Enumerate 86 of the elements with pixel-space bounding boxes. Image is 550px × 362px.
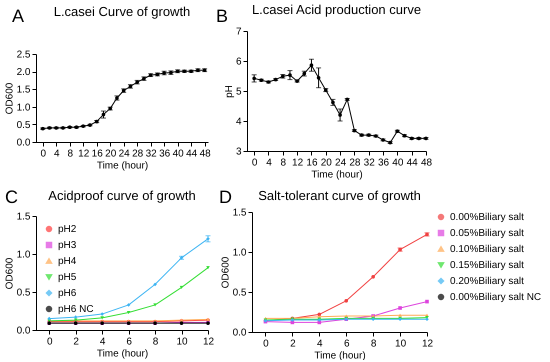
y-axis-title: pH — [224, 85, 235, 98]
x-axis-title: Time (hour) — [311, 170, 363, 180]
legend-label: 0.10%Biliary salt — [450, 244, 524, 255]
x-tick-label: 44 — [406, 158, 418, 168]
legend-label: pH6 NC — [58, 304, 94, 315]
text: A — [12, 6, 24, 26]
legend-label: 0.00%Biliary salt — [450, 212, 524, 223]
x-tick-label: 16 — [306, 158, 318, 168]
x-tick-label: 0 — [263, 338, 270, 350]
x-tick-label: 4 — [317, 338, 324, 350]
y-tick-label: 1.5 — [16, 84, 31, 96]
y-tick-label: 3 — [236, 146, 242, 158]
y-axis-title: OD600 — [220, 256, 232, 288]
x-tick-label: 0 — [40, 148, 46, 160]
x-tick-label: 12 — [292, 158, 304, 168]
legend-label: pH2 — [58, 224, 77, 235]
x-tick-label: 4 — [266, 158, 272, 168]
chart-title: L.casei Curve of growth — [54, 4, 190, 19]
x-tick-label: 20 — [320, 158, 332, 168]
text: C — [5, 187, 18, 207]
x-tick-label: 0 — [46, 336, 53, 348]
x-tick-label: 2 — [290, 338, 296, 350]
y-tick-label: 0.5 — [16, 120, 31, 131]
y-tick-label: 1.0 — [16, 250, 31, 260]
x-tick-label: 36 — [159, 148, 171, 160]
chart-title: Acidproof curve of growth — [48, 188, 196, 203]
x-tick-label: 6 — [126, 336, 132, 348]
x-tick-label: 4 — [54, 148, 60, 160]
x-tick-label: 32 — [146, 148, 158, 160]
y-tick-label: 0.0 — [16, 138, 31, 148]
x-tick-label: 4 — [100, 336, 106, 348]
x-tick-label: 36 — [378, 158, 390, 168]
x-tick-label: 10 — [176, 336, 188, 348]
y-tick-label: 0.5 — [16, 288, 31, 298]
x-tick-label: 12 — [422, 338, 434, 350]
y-tick-label: 1.5 — [232, 208, 247, 218]
x-tick-label: 8 — [370, 338, 377, 350]
x-tick-label: 12 — [202, 336, 214, 348]
y-tick-label: 6 — [236, 56, 242, 68]
legend-label: pH5 — [58, 272, 77, 283]
y-tick-label: 4 — [236, 116, 242, 128]
text: B — [216, 6, 228, 26]
x-tick-label: 8 — [280, 158, 287, 168]
x-tick-label: 48 — [200, 148, 212, 160]
legend-label: 0.00%Biliary salt NC — [450, 292, 542, 303]
x-tick-label: 2 — [73, 336, 80, 348]
x-tick-label: 8 — [152, 336, 159, 348]
x-axis-title: Time (hour) — [96, 348, 148, 360]
y-tick-label: 2.0 — [16, 67, 31, 78]
x-tick-label: 0 — [252, 158, 258, 168]
x-tick-label: 48 — [420, 158, 432, 168]
x-tick-label: 28 — [349, 158, 361, 168]
y-tick-label: 7 — [236, 26, 242, 38]
legend-label: 0.20%Biliary salt — [450, 276, 524, 287]
x-tick-label: 40 — [392, 158, 404, 168]
y-axis-title: OD600 — [4, 257, 16, 290]
y-axis-title: OD600 — [4, 82, 16, 114]
x-tick-label: 20 — [105, 148, 117, 160]
legend-label: 0.05%Biliary salt — [450, 228, 524, 239]
legend-label: pH6 — [58, 288, 77, 299]
y-tick-label: 5 — [236, 86, 242, 98]
x-axis-title: Time (hour) — [96, 160, 148, 172]
x-tick-label: 10 — [395, 338, 407, 350]
legend-label: pH4 — [58, 256, 77, 267]
y-tick-label: 2.5 — [16, 50, 31, 60]
y-tick-label: 1.0 — [16, 102, 31, 114]
chart-title: Salt-tolerant curve of growth — [258, 188, 421, 203]
legend-label: 0.15%Biliary salt — [450, 260, 524, 271]
y-tick-label: 0.0 — [16, 326, 31, 336]
y-tick-label: 1.0 — [232, 248, 247, 258]
x-tick-label: 32 — [364, 158, 376, 168]
text: D — [219, 187, 232, 207]
y-tick-label: 1.5 — [16, 212, 31, 222]
x-tick-label: 24 — [118, 148, 130, 160]
x-tick-label: 6 — [344, 338, 350, 350]
chart-title: L.casei Acid production curve — [252, 2, 422, 17]
x-tick-label: 8 — [67, 148, 74, 160]
legend-label: pH3 — [58, 240, 77, 251]
x-tick-label: 24 — [335, 158, 347, 168]
x-tick-label: 12 — [78, 148, 90, 160]
x-tick-label: 44 — [186, 148, 198, 160]
x-tick-label: 16 — [92, 148, 104, 160]
x-tick-label: 28 — [132, 148, 144, 160]
y-tick-label: 0.0 — [232, 328, 247, 338]
x-tick-label: 40 — [172, 148, 184, 160]
y-tick-label: 0.5 — [232, 288, 247, 298]
